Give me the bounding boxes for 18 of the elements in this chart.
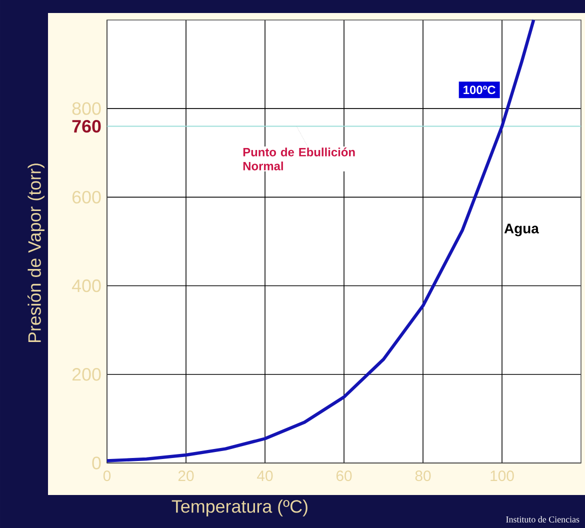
x-tick-label: 0: [103, 470, 111, 482]
x-tick-label: 40: [257, 470, 273, 482]
annotation: 100ºC: [464, 86, 496, 94]
text: Agua: [504, 224, 539, 236]
y-tick-label: 800: [72, 102, 101, 115]
x-tick-label: 100: [490, 470, 514, 482]
text: Instituto de Ciencias: [506, 516, 580, 522]
y-axis-title: Presión de Vapor (torr): [28, 164, 44, 342]
x-tick-label: 80: [415, 470, 431, 482]
ref-line-label: 760: [72, 120, 101, 133]
annotation: Punto de Ebullición Normal: [243, 148, 355, 170]
x-tick-label: 60: [336, 470, 352, 482]
y-tick-label: 600: [72, 190, 101, 204]
x-axis-title: Temperatura (ºC): [172, 500, 308, 516]
x-tick-label: 20: [178, 470, 194, 482]
y-tick-label: 0: [92, 456, 101, 470]
y-tick-label: 400: [72, 279, 101, 292]
y-tick-label: 200: [72, 368, 101, 381]
